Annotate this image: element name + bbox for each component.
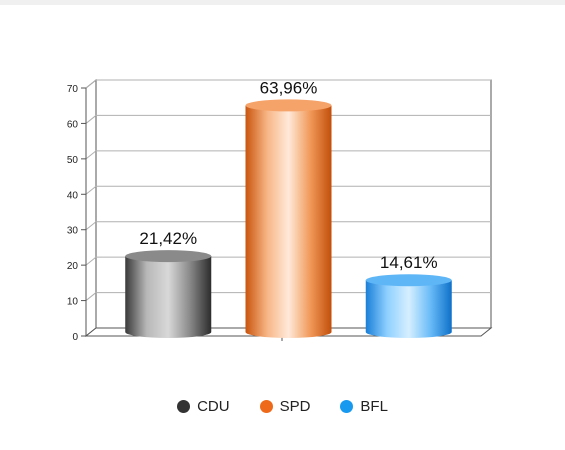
legend-item-cdu[interactable]: CDU: [177, 398, 230, 415]
grid-line-side: [85, 79, 97, 89]
grid-line-side: [85, 256, 97, 266]
legend-label-spd: SPD: [279, 398, 311, 415]
legend: CDU SPD BFL: [0, 398, 565, 415]
y-tick-label: 70: [67, 84, 79, 95]
y-tick-label: 60: [67, 119, 79, 130]
legend-marker-bfl: [340, 400, 354, 413]
legend-item-bfl[interactable]: BFL: [340, 398, 388, 415]
bar-top: [245, 99, 332, 112]
top-bar: [0, 0, 565, 5]
data-label-bfl: 14,61%: [380, 253, 438, 272]
bar-cdu: [125, 250, 212, 338]
y-tick-label: 20: [67, 261, 79, 272]
grid-line-side: [85, 221, 97, 231]
legend-label-bfl: BFL: [360, 398, 388, 415]
y-axis: 0 10 20 30 40 50 60 70: [67, 84, 283, 343]
y-tick-label: 10: [67, 297, 79, 308]
data-labels: 21,42% 63,96% 14,61%: [139, 78, 437, 272]
grid-line-side: [85, 185, 97, 195]
legend-label-cdu: CDU: [197, 398, 230, 415]
bar-body: [365, 280, 452, 338]
legend-marker-spd: [259, 400, 273, 413]
bars: [125, 99, 452, 338]
bar-body: [125, 256, 212, 338]
y-tick-label: 40: [67, 190, 79, 201]
grid-line-side: [85, 292, 97, 301]
grid-line-side: [85, 115, 97, 124]
bar-top: [365, 274, 452, 287]
data-label-cdu: 21,42%: [139, 229, 197, 248]
bar-bfl: [365, 274, 452, 338]
bar-top: [125, 250, 212, 263]
plot-left-wall: [85, 78, 97, 338]
bar-body: [245, 105, 332, 338]
grid-line-side: [85, 150, 97, 160]
legend-item-spd[interactable]: SPD: [259, 398, 311, 415]
y-tick-label: 50: [67, 155, 79, 166]
y-tick-label: 30: [67, 226, 79, 237]
data-label-spd: 63,96%: [260, 78, 318, 97]
legend-marker-cdu: [177, 400, 191, 413]
bar-spd: [245, 99, 332, 338]
y-tick-label: 0: [72, 332, 78, 343]
